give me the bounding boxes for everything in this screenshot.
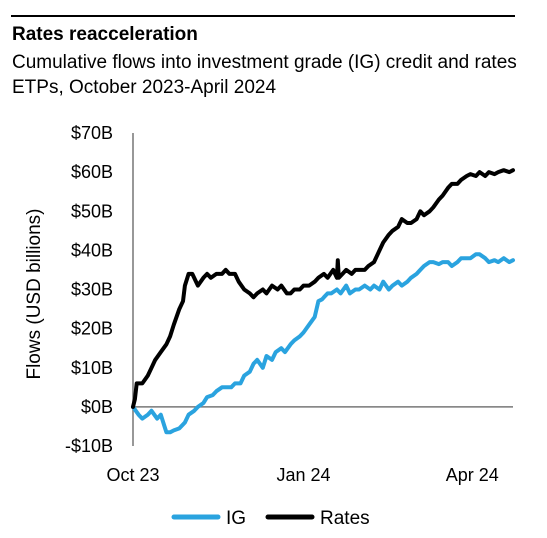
y-tick-label: $40B (71, 240, 113, 260)
y-tick-label: -$10B (65, 436, 113, 456)
legend-label-rates: Rates (320, 508, 370, 529)
chart-title: Rates reacceleration (12, 24, 198, 45)
y-axis-ticks: $70B $60B $50B $40B $30B $20B $10B $0B -$10B (65, 123, 113, 456)
chart-subtitle: Cumulative flows into investment grade (… (12, 52, 517, 98)
series-line-rates (131, 168, 515, 409)
y-tick-label: $60B (71, 162, 113, 182)
legend: IG Rates (171, 508, 370, 529)
y-axis-label: Flows (USD billions) (24, 208, 45, 379)
x-axis-ticks: Oct 23 Jan 24 Apr 24 (106, 465, 498, 485)
series-lines (131, 168, 515, 435)
x-tick-label: Jan 24 (277, 465, 331, 485)
x-tick-label: Oct 23 (106, 465, 159, 485)
series-line-ig (131, 252, 515, 435)
legend-label-ig: IG (226, 508, 246, 529)
x-tick-label: Apr 24 (446, 465, 499, 485)
y-tick-label: $20B (71, 319, 113, 339)
top-rule (11, 15, 515, 17)
y-tick-label: $10B (71, 358, 113, 378)
y-tick-label: $30B (71, 280, 113, 300)
y-tick-label: $0B (81, 397, 113, 417)
y-tick-label: $50B (71, 201, 113, 221)
y-tick-label: $70B (71, 123, 113, 143)
